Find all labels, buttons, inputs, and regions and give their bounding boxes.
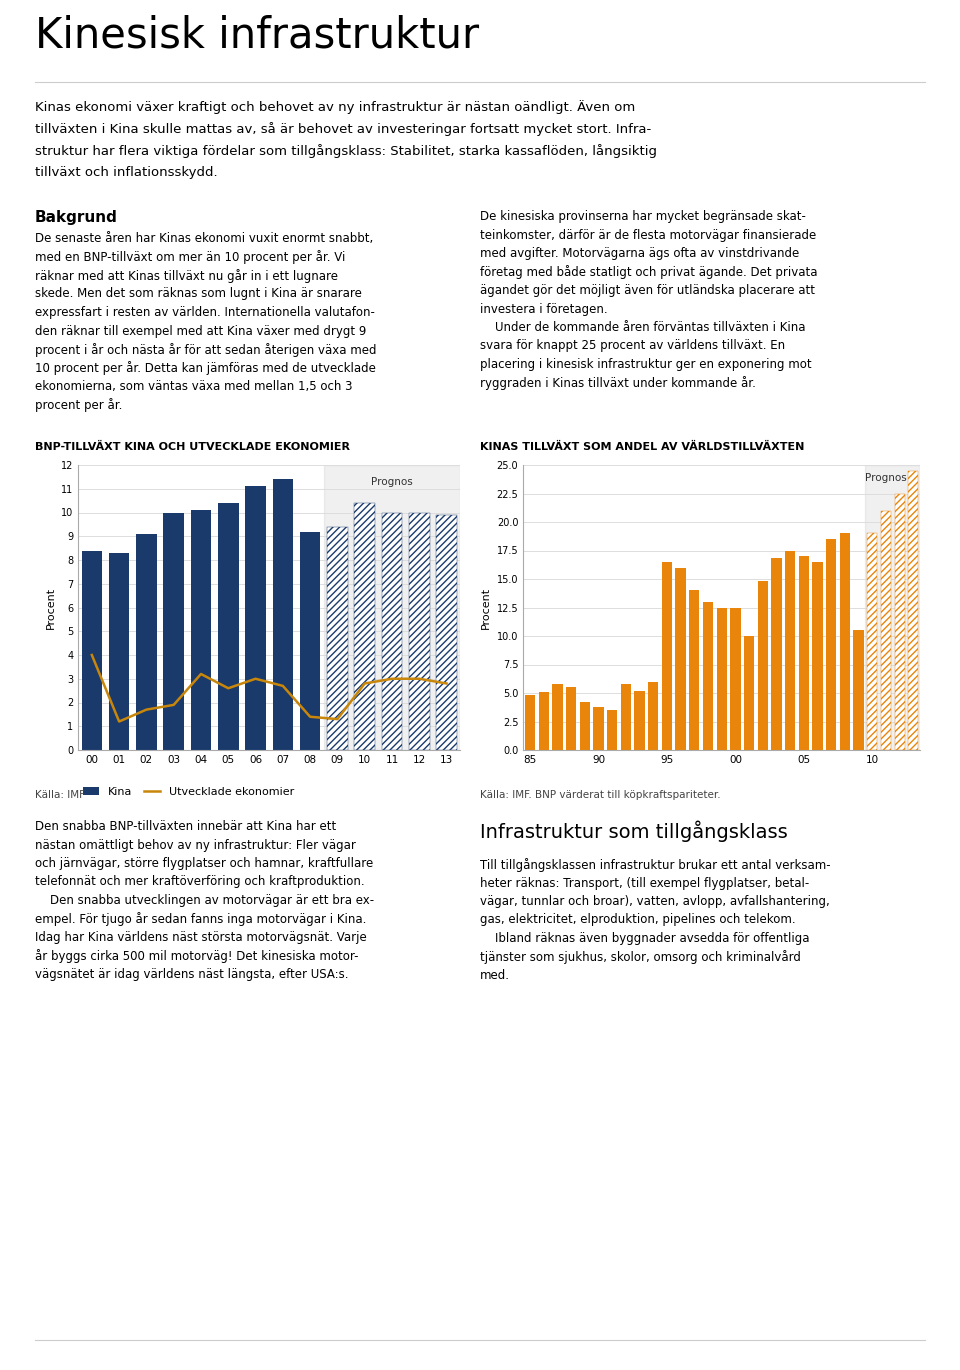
Text: ekonomierna, som väntas växa med mellan 1,5 och 3: ekonomierna, som väntas växa med mellan …	[35, 379, 352, 393]
Text: Den snabba utvecklingen av motorvägar är ett bra ex-: Den snabba utvecklingen av motorvägar är…	[35, 895, 374, 907]
Bar	[593, 707, 604, 749]
Text: BNP-TILLVÄXT KINA OCH UTVECKLADE EKONOMIER: BNP-TILLVÄXT KINA OCH UTVECKLADE EKONOMI…	[35, 443, 350, 452]
Bar	[771, 559, 781, 749]
Bar	[689, 590, 700, 749]
Bar	[853, 630, 864, 749]
Text: med.: med.	[480, 969, 510, 982]
Text: företag med både statligt och privat ägande. Det privata: företag med både statligt och privat äga…	[480, 266, 818, 279]
Text: Källa: IMF. BNP värderat till köpkraftspariteter.: Källa: IMF. BNP värderat till köpkraftsp…	[480, 790, 721, 800]
Bar	[703, 601, 713, 749]
Bar	[354, 503, 375, 749]
Bar	[621, 684, 631, 749]
Text: Bakgrund: Bakgrund	[35, 210, 118, 225]
Y-axis label: Procent: Procent	[45, 586, 56, 629]
Bar	[246, 486, 266, 749]
Text: år byggs cirka 500 mil motorväg! Det kinesiska motor-: år byggs cirka 500 mil motorväg! Det kin…	[35, 949, 358, 963]
Text: ägandet gör det möjligt även för utländska placerare att: ägandet gör det möjligt även för utländs…	[480, 284, 815, 297]
Bar	[867, 533, 877, 749]
Text: vägar, tunnlar och broar), vatten, avlopp, avfallshantering,: vägar, tunnlar och broar), vatten, avlop…	[480, 895, 829, 908]
Text: De kinesiska provinserna har mycket begränsade skat-: De kinesiska provinserna har mycket begr…	[480, 210, 805, 223]
Bar	[731, 607, 740, 749]
Bar	[799, 556, 809, 749]
Y-axis label: Procent: Procent	[481, 586, 491, 629]
Bar	[744, 636, 755, 749]
Bar	[437, 515, 457, 749]
Text: Idag har Kina världens näst största motorvägsnät. Varje: Idag har Kina världens näst största moto…	[35, 932, 367, 944]
Text: räknar med att Kinas tillväxt nu går in i ett lugnare: räknar med att Kinas tillväxt nu går in …	[35, 269, 338, 284]
Text: Prognos: Prognos	[372, 477, 413, 486]
Bar	[716, 607, 727, 749]
Bar	[607, 710, 617, 749]
Text: vägsnätet är idag världens näst längsta, efter USA:s.: vägsnätet är idag världens näst längsta,…	[35, 969, 348, 981]
Bar	[812, 562, 823, 749]
Bar	[676, 567, 685, 749]
Text: med avgifter. Motorvägarna ägs ofta av vinstdrivande: med avgifter. Motorvägarna ägs ofta av v…	[480, 247, 800, 260]
Bar	[895, 493, 904, 749]
Bar	[409, 512, 429, 749]
Text: investera i företagen.: investera i företagen.	[480, 303, 608, 315]
Text: expressfart i resten av världen. Internationella valutafon-: expressfart i resten av världen. Interna…	[35, 306, 374, 319]
Bar	[580, 701, 590, 749]
Bar	[648, 682, 659, 749]
Bar	[827, 540, 836, 749]
Bar	[136, 534, 156, 749]
Text: heter räknas: Transport, (till exempel flygplatser, betal-: heter räknas: Transport, (till exempel f…	[480, 877, 809, 889]
Text: Ibland räknas även byggnader avsedda för offentliga: Ibland räknas även byggnader avsedda för…	[480, 932, 809, 945]
Text: KINAS TILLVÄXT SOM ANDEL AV VÄRLDSTILLVÄXTEN: KINAS TILLVÄXT SOM ANDEL AV VÄRLDSTILLVÄ…	[480, 443, 804, 452]
Bar	[840, 533, 850, 749]
Legend: Kina, Utvecklade ekonomier: Kina, Utvecklade ekonomier	[78, 782, 299, 801]
Text: Den snabba BNP-tillväxten innebär att Kina har ett: Den snabba BNP-tillväxten innebär att Ki…	[35, 821, 336, 833]
Text: Till tillgångsklassen infrastruktur brukar ett antal verksam-: Till tillgångsklassen infrastruktur bruk…	[480, 858, 830, 871]
Text: tillväxt och inflationsskydd.: tillväxt och inflationsskydd.	[35, 166, 218, 179]
Bar	[866, 464, 921, 749]
Text: tillväxten i Kina skulle mattas av, så är behovet av investeringar fortsatt myck: tillväxten i Kina skulle mattas av, så ä…	[35, 122, 651, 136]
Text: procent i år och nästa år för att sedan återigen växa med: procent i år och nästa år för att sedan …	[35, 342, 376, 358]
Text: Prognos: Prognos	[865, 473, 906, 484]
Bar	[327, 526, 348, 749]
Text: procent per år.: procent per år.	[35, 399, 122, 412]
Bar	[218, 503, 238, 749]
Text: tjänster som sjukhus, skolor, omsorg och kriminalvård: tjänster som sjukhus, skolor, omsorg och…	[480, 951, 801, 964]
Bar	[163, 512, 184, 749]
Text: teinkomster, därför är de flesta motorvägar finansierade: teinkomster, därför är de flesta motorvä…	[480, 229, 816, 241]
Bar	[539, 692, 549, 749]
Bar	[552, 684, 563, 749]
Bar	[566, 688, 576, 749]
Bar	[757, 581, 768, 749]
Text: 10 procent per år. Detta kan jämföras med de utvecklade: 10 procent per år. Detta kan jämföras me…	[35, 362, 376, 375]
Text: med en BNP-tillväxt om mer än 10 procent per år. Vi: med en BNP-tillväxt om mer än 10 procent…	[35, 251, 346, 264]
Bar	[108, 553, 130, 749]
Text: ryggraden i Kinas tillväxt under kommande år.: ryggraden i Kinas tillväxt under kommand…	[480, 377, 756, 390]
Bar	[273, 479, 293, 749]
Text: Kinesisk infrastruktur: Kinesisk infrastruktur	[35, 15, 479, 58]
Text: Infrastruktur som tillgångsklass: Infrastruktur som tillgångsklass	[480, 821, 788, 841]
Text: och järnvägar, större flygplatser och hamnar, kraftfullare: och järnvägar, större flygplatser och ha…	[35, 858, 373, 870]
Bar	[635, 690, 645, 749]
Bar	[324, 464, 460, 749]
Bar	[191, 510, 211, 749]
Bar	[382, 512, 402, 749]
Text: Källa: IMF: Källa: IMF	[35, 790, 85, 800]
Text: svara för knappt 25 procent av världens tillväxt. En: svara för knappt 25 procent av världens …	[480, 340, 785, 352]
Text: Kinas ekonomi växer kraftigt och behovet av ny infrastruktur är nästan oändligt.: Kinas ekonomi växer kraftigt och behovet…	[35, 100, 636, 114]
Bar	[300, 532, 321, 749]
Text: nästan omättligt behov av ny infrastruktur: Fler vägar: nästan omättligt behov av ny infrastrukt…	[35, 838, 356, 852]
Bar	[881, 511, 891, 749]
Bar	[661, 562, 672, 749]
Text: skede. Men det som räknas som lugnt i Kina är snarare: skede. Men det som räknas som lugnt i Ki…	[35, 288, 362, 300]
Text: gas, elektricitet, elproduktion, pipelines och telekom.: gas, elektricitet, elproduktion, pipelin…	[480, 914, 796, 926]
Text: den räknar till exempel med att Kina växer med drygt 9: den räknar till exempel med att Kina väx…	[35, 325, 367, 337]
Bar	[908, 471, 919, 749]
Text: struktur har flera viktiga fördelar som tillgångsklass: Stabilitet, starka kassa: struktur har flera viktiga fördelar som …	[35, 144, 657, 158]
Bar	[785, 551, 795, 749]
Text: empel. För tjugo år sedan fanns inga motorvägar i Kina.: empel. För tjugo år sedan fanns inga mot…	[35, 912, 367, 926]
Bar	[82, 551, 102, 749]
Text: Under de kommande åren förväntas tillväxten i Kina: Under de kommande åren förväntas tillväx…	[480, 321, 805, 334]
Text: placering i kinesisk infrastruktur ger en exponering mot: placering i kinesisk infrastruktur ger e…	[480, 358, 811, 371]
Text: De senaste åren har Kinas ekonomi vuxit enormt snabbt,: De senaste åren har Kinas ekonomi vuxit …	[35, 232, 373, 245]
Text: telefonnät och mer kraftöverföring och kraftproduktion.: telefonnät och mer kraftöverföring och k…	[35, 875, 365, 889]
Bar	[525, 696, 535, 749]
